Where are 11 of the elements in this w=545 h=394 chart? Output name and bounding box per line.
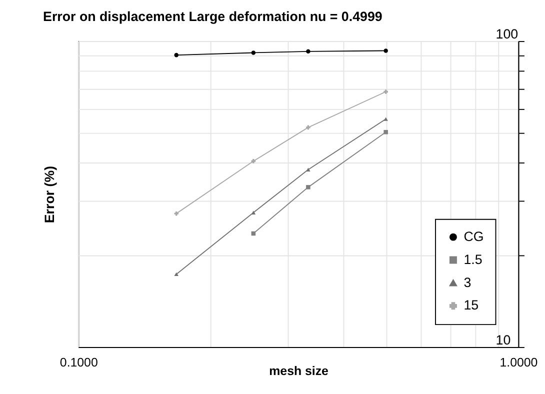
x-axis-title: mesh size xyxy=(269,364,329,378)
chart-title: Error on displacement Large deformation nu = 0.4999 xyxy=(43,8,382,24)
legend-label: CG xyxy=(464,228,484,244)
legend-label: 3 xyxy=(464,274,472,290)
y-axis-title: Error (%) xyxy=(42,166,58,224)
legend-label: 15 xyxy=(464,298,479,313)
y-tick-label: 100 xyxy=(496,26,518,42)
x-tick-label: 1.0000 xyxy=(500,356,538,370)
y-tick-label: 10 xyxy=(496,332,511,348)
legend-label: 1.5 xyxy=(464,252,482,267)
x-tick-label: 0.1000 xyxy=(60,356,98,370)
